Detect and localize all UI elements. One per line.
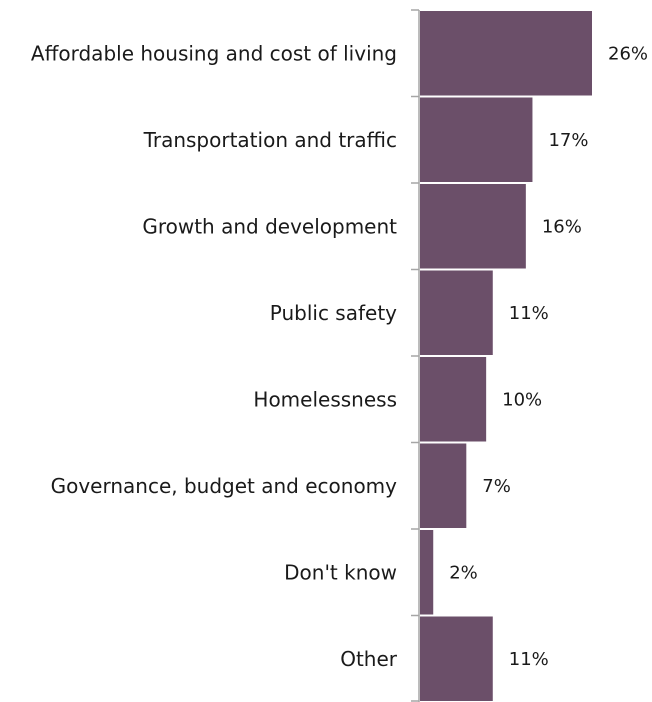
category-axis xyxy=(411,9,420,702)
value-label: 2% xyxy=(449,562,478,583)
value-label: 16% xyxy=(542,216,582,237)
category-label: Growth and development xyxy=(142,214,397,238)
category-label: Homelessness xyxy=(253,387,397,411)
bar xyxy=(420,616,493,701)
value-label: 17% xyxy=(548,130,588,151)
bar xyxy=(420,270,493,355)
value-label: 7% xyxy=(482,476,511,497)
value-label: 10% xyxy=(502,389,542,410)
bars-layer xyxy=(420,11,592,701)
category-label: Other xyxy=(340,647,398,671)
category-label: Affordable housing and cost of living xyxy=(31,41,397,65)
bar xyxy=(420,443,467,528)
category-label: Public safety xyxy=(270,301,397,325)
category-label: Transportation and traffic xyxy=(143,128,397,152)
bar xyxy=(420,530,434,615)
value-label: 11% xyxy=(509,649,549,670)
bar xyxy=(420,11,592,96)
value-label: 11% xyxy=(509,303,549,324)
bar xyxy=(420,184,526,269)
category-label: Don't know xyxy=(284,560,397,584)
bar xyxy=(420,97,533,182)
category-label: Governance, budget and economy xyxy=(51,474,398,498)
value-label: 26% xyxy=(608,43,648,64)
bar xyxy=(420,357,487,442)
labels-layer: Affordable housing and cost of living 26%… xyxy=(31,41,648,671)
